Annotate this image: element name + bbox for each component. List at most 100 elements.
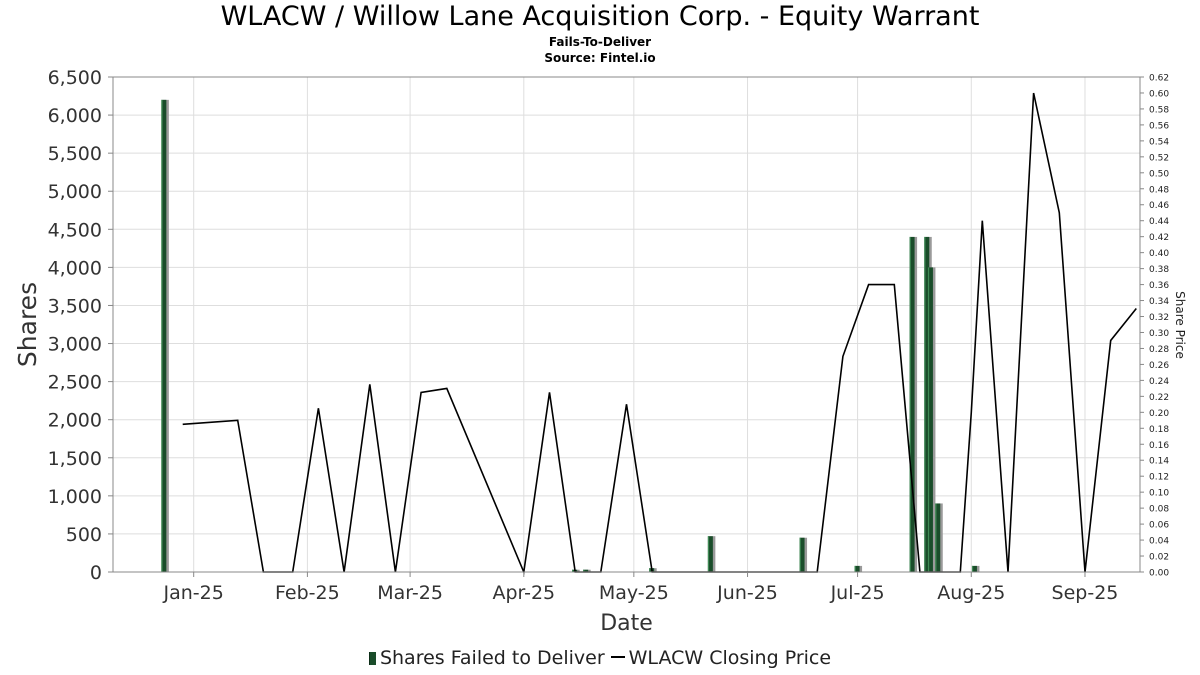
y2-tick-label: 0.00 bbox=[1149, 569, 1169, 579]
x-tick-label: Mar-25 bbox=[377, 582, 443, 604]
ftd-bar bbox=[707, 536, 716, 572]
ftd-bar-body bbox=[909, 236, 915, 572]
y2-tick-label: 0.58 bbox=[1149, 105, 1169, 115]
y2-tick-label: 0.10 bbox=[1149, 489, 1169, 499]
y2-tick-label: 0.24 bbox=[1149, 377, 1169, 387]
y2-tick-label: 0.34 bbox=[1149, 297, 1169, 307]
x-tick-label: Jan-25 bbox=[163, 582, 224, 604]
y-tick-label: 3,500 bbox=[48, 295, 102, 317]
y2-tick-label: 0.04 bbox=[1149, 537, 1169, 547]
ftd-bar-body bbox=[583, 569, 589, 572]
gridlines bbox=[113, 76, 1140, 573]
chart-source: Source: Fintel.io bbox=[544, 51, 656, 65]
y2-tick-label: 0.30 bbox=[1149, 329, 1169, 339]
ftd-bar-body bbox=[799, 537, 805, 572]
ftd-bar-highlight bbox=[161, 99, 163, 572]
ftd-bar-body bbox=[854, 565, 860, 572]
ftd-bar bbox=[799, 537, 808, 572]
y-tick-label: 500 bbox=[66, 524, 102, 546]
y2-tick-label: 0.36 bbox=[1149, 281, 1169, 291]
y2-tick-label: 0.28 bbox=[1149, 345, 1169, 355]
y2-tick-label: 0.40 bbox=[1149, 249, 1169, 259]
y2-tick-label: 0.60 bbox=[1149, 89, 1169, 99]
x-axis-label: Date bbox=[600, 611, 653, 636]
y-tick-label: 0 bbox=[90, 562, 102, 584]
chart-legend: Shares Failed to Deliver WLACW Closing Pr… bbox=[0, 647, 1200, 669]
y-tick-label: 2,000 bbox=[48, 410, 102, 432]
y-tick-label: 4,500 bbox=[48, 219, 102, 241]
y2-tick-label: 0.46 bbox=[1149, 201, 1169, 211]
ftd-bar-highlight bbox=[909, 236, 911, 572]
ftd-bar-highlight bbox=[799, 537, 801, 572]
ftd-bar bbox=[161, 99, 169, 572]
x-tick-label: Feb-25 bbox=[275, 582, 340, 604]
y2-tick-label: 0.18 bbox=[1149, 425, 1169, 435]
y2-axis-ticks: 0.00 0.02 0.04 0.06 0.08 0.10 0.12 0.14 0.16 0.18… bbox=[1140, 74, 1169, 579]
plot-area-frame bbox=[112, 76, 1141, 573]
y-axis-label: Shares bbox=[13, 282, 42, 367]
closing-price-polyline bbox=[182, 92, 1137, 575]
x-tick-label: Apr-25 bbox=[492, 582, 555, 604]
ftd-bar-body bbox=[927, 267, 933, 572]
y2-tick-label: 0.48 bbox=[1149, 185, 1169, 195]
ftd-bar bbox=[927, 267, 936, 572]
ftd-bar bbox=[971, 565, 980, 572]
y2-tick-label: 0.38 bbox=[1149, 265, 1169, 275]
y2-tick-label: 0.52 bbox=[1149, 153, 1169, 163]
y-tick-label: 6,000 bbox=[48, 105, 102, 127]
ftd-bar-highlight bbox=[854, 565, 856, 572]
y2-tick-label: 0.42 bbox=[1149, 233, 1169, 243]
ftd-bar-body bbox=[935, 503, 941, 572]
chart-title: WLACW / Willow Lane Acquisition Corp. - … bbox=[220, 1, 980, 32]
y-tick-label: 4,000 bbox=[48, 257, 102, 279]
ftd-bar-highlight bbox=[927, 267, 930, 572]
chart-subtitle: Fails-To-Deliver bbox=[548, 35, 652, 49]
y2-tick-label: 0.06 bbox=[1149, 521, 1169, 531]
y2-tick-label: 0.62 bbox=[1149, 74, 1169, 84]
y2-tick-label: 0.54 bbox=[1149, 137, 1169, 147]
ftd-bar bbox=[935, 503, 943, 572]
x-tick-label: Jul-25 bbox=[830, 582, 885, 604]
y2-tick-label: 0.56 bbox=[1149, 121, 1169, 131]
y2-tick-label: 0.02 bbox=[1149, 553, 1169, 563]
y2-tick-label: 0.44 bbox=[1149, 217, 1169, 227]
fails-to-deliver-chart: 0 500 1,000 1,500 2,000 2,500 3,000 3,500 4,000 4… bbox=[13, 67, 1187, 636]
y-tick-label: 5,500 bbox=[48, 143, 102, 165]
y-axis-ticks: 0 500 1,000 1,500 2,000 2,500 3,000 3,500 4,000 4… bbox=[48, 67, 113, 584]
x-tick-label: Sep-25 bbox=[1052, 582, 1119, 604]
x-tick-label: Jun-25 bbox=[716, 582, 778, 604]
y2-tick-label: 0.26 bbox=[1149, 361, 1169, 371]
closing-price-line bbox=[182, 92, 1137, 575]
ftd-bars bbox=[161, 99, 980, 572]
ftd-bar-highlight bbox=[924, 236, 926, 572]
ftd-bar-body bbox=[971, 565, 977, 572]
x-tick-label: May-25 bbox=[599, 582, 669, 604]
y-tick-label: 6,500 bbox=[48, 67, 102, 89]
legend-label-ftd: Shares Failed to Deliver bbox=[379, 647, 605, 669]
ftd-bar-highlight bbox=[572, 569, 574, 572]
x-tick-label: Aug-25 bbox=[937, 582, 1005, 604]
ftd-bar bbox=[583, 569, 591, 572]
ftd-bar-highlight bbox=[707, 536, 710, 572]
legend-label-price: WLACW Closing Price bbox=[628, 647, 832, 669]
ftd-bar-highlight bbox=[971, 565, 974, 572]
ftd-bar-body bbox=[707, 536, 713, 572]
legend-swatch-price bbox=[610, 656, 625, 658]
y2-tick-label: 0.08 bbox=[1149, 505, 1169, 515]
x-axis-ticks: Jan-25 Feb-25 Mar-25 Apr-25 May-25 Jun-25 Jul-… bbox=[163, 572, 1119, 604]
ftd-bar-highlight bbox=[649, 568, 651, 572]
y2-axis-label: Share Price bbox=[1173, 291, 1187, 359]
y-tick-label: 1,500 bbox=[48, 448, 102, 470]
y2-tick-label: 0.14 bbox=[1149, 457, 1169, 467]
ftd-bar-highlight bbox=[583, 569, 585, 572]
y-tick-label: 1,000 bbox=[48, 486, 102, 508]
ftd-bar bbox=[854, 565, 863, 572]
y-tick-label: 2,500 bbox=[48, 372, 102, 394]
y2-tick-label: 0.20 bbox=[1149, 409, 1169, 419]
ftd-bar bbox=[909, 236, 918, 572]
ftd-bar-highlight bbox=[935, 503, 937, 572]
y-tick-label: 5,000 bbox=[48, 181, 102, 203]
y2-tick-label: 0.22 bbox=[1149, 393, 1169, 403]
y-tick-label: 3,000 bbox=[48, 334, 102, 356]
ftd-bar-body bbox=[161, 99, 167, 572]
